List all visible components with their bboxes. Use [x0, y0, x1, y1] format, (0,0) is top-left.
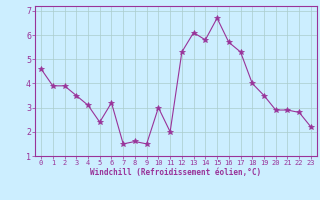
- X-axis label: Windchill (Refroidissement éolien,°C): Windchill (Refroidissement éolien,°C): [91, 168, 261, 177]
